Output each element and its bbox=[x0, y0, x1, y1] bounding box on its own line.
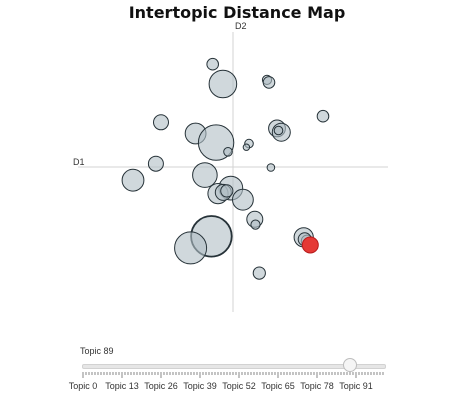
topic-bubble[interactable] bbox=[232, 188, 254, 211]
topic-bubble[interactable] bbox=[242, 143, 251, 151]
y-axis-label: D2 bbox=[235, 21, 247, 31]
slider-tick-label: Topic 0 bbox=[68, 381, 98, 391]
topic-bubble[interactable] bbox=[208, 69, 238, 99]
topic-bubbles bbox=[121, 57, 330, 280]
slider-tick-label: Topic 52 bbox=[222, 381, 256, 391]
topic-bubble[interactable] bbox=[121, 168, 145, 192]
slider-tick-label: Topic 78 bbox=[300, 381, 334, 391]
topic-bubble[interactable] bbox=[266, 163, 276, 172]
topic-bubble[interactable] bbox=[174, 231, 208, 265]
topic-bubble[interactable] bbox=[192, 162, 218, 188]
topic-bubble[interactable] bbox=[316, 109, 330, 123]
topic-bubble[interactable] bbox=[273, 125, 284, 136]
slider-current-label: Topic 89 bbox=[80, 346, 114, 356]
topic-bubble[interactable] bbox=[220, 184, 234, 198]
slider-handle[interactable] bbox=[343, 358, 357, 372]
slider-ticks bbox=[82, 372, 384, 378]
topic-bubble[interactable] bbox=[223, 147, 233, 157]
topic-bubble-selected[interactable] bbox=[301, 236, 319, 254]
x-axis-label: D1 bbox=[73, 157, 85, 167]
slider-tick-label: Topic 26 bbox=[144, 381, 178, 391]
topic-bubble[interactable] bbox=[250, 219, 261, 230]
topic-bubble[interactable] bbox=[262, 76, 276, 89]
slider-tick-label: Topic 13 bbox=[105, 381, 139, 391]
topic-bubble[interactable] bbox=[206, 57, 219, 71]
slider-tick-label: Topic 39 bbox=[183, 381, 217, 391]
topic-bubble[interactable] bbox=[147, 155, 164, 172]
topic-bubble[interactable] bbox=[153, 114, 169, 131]
slider-tick-label: Topic 65 bbox=[261, 381, 295, 391]
topic-bubble[interactable] bbox=[252, 266, 266, 280]
slider-tick-label: Topic 91 bbox=[339, 381, 373, 391]
slider-track[interactable] bbox=[82, 364, 386, 369]
chart-title: Intertopic Distance Map bbox=[128, 3, 346, 22]
